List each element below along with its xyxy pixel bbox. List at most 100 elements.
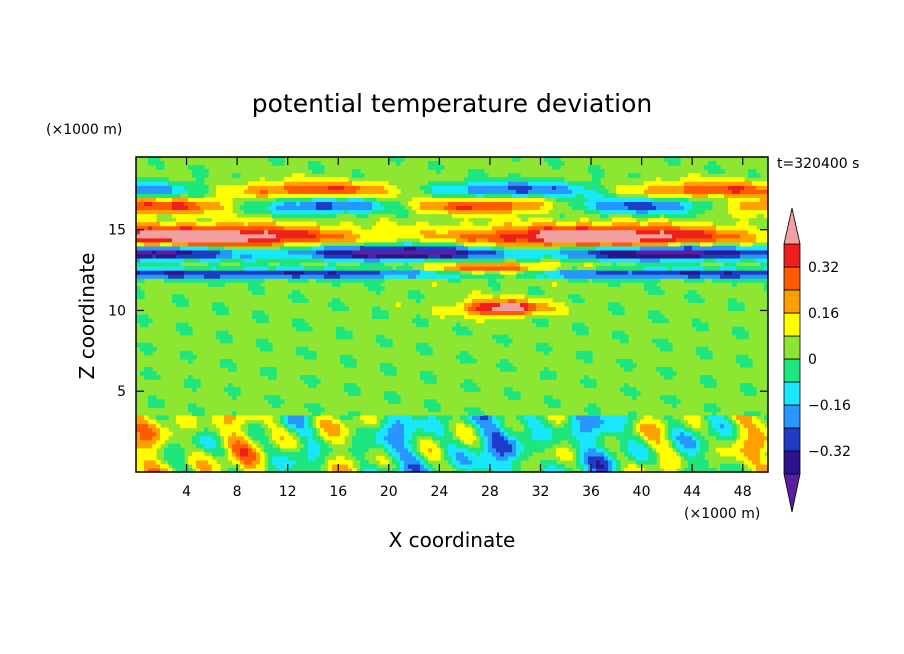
field-cell xyxy=(280,213,285,219)
field-cell xyxy=(480,181,485,186)
field-cell xyxy=(160,270,165,275)
field-cell xyxy=(496,314,501,320)
field-cell xyxy=(196,266,201,271)
field-cell xyxy=(624,435,629,441)
field-cell xyxy=(188,467,193,472)
field-cell xyxy=(420,241,425,247)
field-cell xyxy=(220,245,225,251)
field-cell xyxy=(612,209,617,215)
field-cell xyxy=(144,314,149,320)
field-cell xyxy=(252,181,257,186)
field-cell xyxy=(272,463,277,469)
field-cell xyxy=(200,407,205,413)
field-cell xyxy=(388,270,393,275)
field-cell xyxy=(628,358,633,364)
field-cell xyxy=(272,241,277,247)
field-cell xyxy=(428,245,433,251)
field-cell xyxy=(468,431,473,437)
field-cell xyxy=(624,225,629,231)
field-cell xyxy=(228,270,233,275)
field-cell xyxy=(372,205,377,211)
field-cell xyxy=(444,197,449,203)
field-cell xyxy=(312,463,317,469)
field-cell xyxy=(224,274,229,279)
field-cell xyxy=(384,362,389,368)
field-cell xyxy=(264,221,269,227)
field-cell xyxy=(596,185,601,190)
field-cell xyxy=(180,249,185,255)
field-cell xyxy=(580,257,585,263)
field-cell xyxy=(648,197,653,203)
field-cell xyxy=(192,253,197,259)
field-cell xyxy=(252,443,257,449)
field-cell xyxy=(364,185,369,190)
field-cell xyxy=(424,262,429,267)
field-cell xyxy=(244,447,249,453)
field-cell xyxy=(512,237,517,243)
field-cell xyxy=(260,270,265,275)
field-cell xyxy=(336,427,341,433)
field-cell xyxy=(344,249,349,255)
field-cell xyxy=(616,459,621,465)
field-cell xyxy=(188,213,193,219)
field-cell xyxy=(176,245,181,251)
field-cell xyxy=(524,439,529,445)
field-cell xyxy=(192,423,197,429)
field-cell xyxy=(488,274,493,279)
field-cell xyxy=(524,443,529,449)
field-cell xyxy=(308,177,313,182)
field-cell xyxy=(204,463,209,469)
field-cell xyxy=(552,302,557,308)
field-cell xyxy=(476,201,481,207)
field-cell xyxy=(444,233,449,239)
field-cell xyxy=(164,209,169,215)
field-cell xyxy=(176,181,181,186)
field-cell xyxy=(364,229,369,235)
field-cell xyxy=(608,266,613,271)
field-cell xyxy=(540,310,545,316)
field-cell xyxy=(136,229,141,235)
field-cell xyxy=(588,463,593,469)
field-cell xyxy=(196,209,201,215)
field-cell xyxy=(136,213,141,219)
field-cell xyxy=(248,431,253,437)
field-cell xyxy=(624,423,629,429)
field-cell xyxy=(396,302,401,308)
field-cell xyxy=(324,257,329,263)
field-cell xyxy=(584,225,589,231)
field-cell xyxy=(332,225,337,231)
field-cell xyxy=(140,270,145,275)
field-cell xyxy=(580,237,585,243)
field-cell xyxy=(476,173,481,178)
field-cell xyxy=(168,257,173,263)
field-cell xyxy=(144,451,149,457)
field-cell xyxy=(344,253,349,259)
field-cell xyxy=(576,459,581,465)
field-cell xyxy=(292,213,297,219)
field-cell xyxy=(520,221,525,227)
field-cell xyxy=(220,274,225,279)
field-cell xyxy=(468,229,473,235)
field-cell xyxy=(416,427,421,433)
field-cell xyxy=(524,427,529,433)
field-cell xyxy=(488,302,493,308)
field-cell xyxy=(160,245,165,251)
field-cell xyxy=(344,270,349,275)
field-cell xyxy=(296,229,301,235)
field-cell xyxy=(604,249,609,255)
field-cell xyxy=(596,221,601,227)
field-cell xyxy=(600,213,605,219)
field-cell xyxy=(252,249,257,255)
field-cell xyxy=(372,257,377,263)
field-cell xyxy=(404,241,409,247)
field-cell xyxy=(372,193,377,198)
field-cell xyxy=(420,459,425,465)
field-cell xyxy=(308,403,313,408)
field-cell xyxy=(240,221,245,227)
field-cell xyxy=(248,225,253,231)
field-cell xyxy=(328,419,333,425)
field-cell xyxy=(584,245,589,251)
field-cell xyxy=(292,463,297,469)
field-cell xyxy=(300,257,305,263)
field-cell xyxy=(632,411,637,417)
